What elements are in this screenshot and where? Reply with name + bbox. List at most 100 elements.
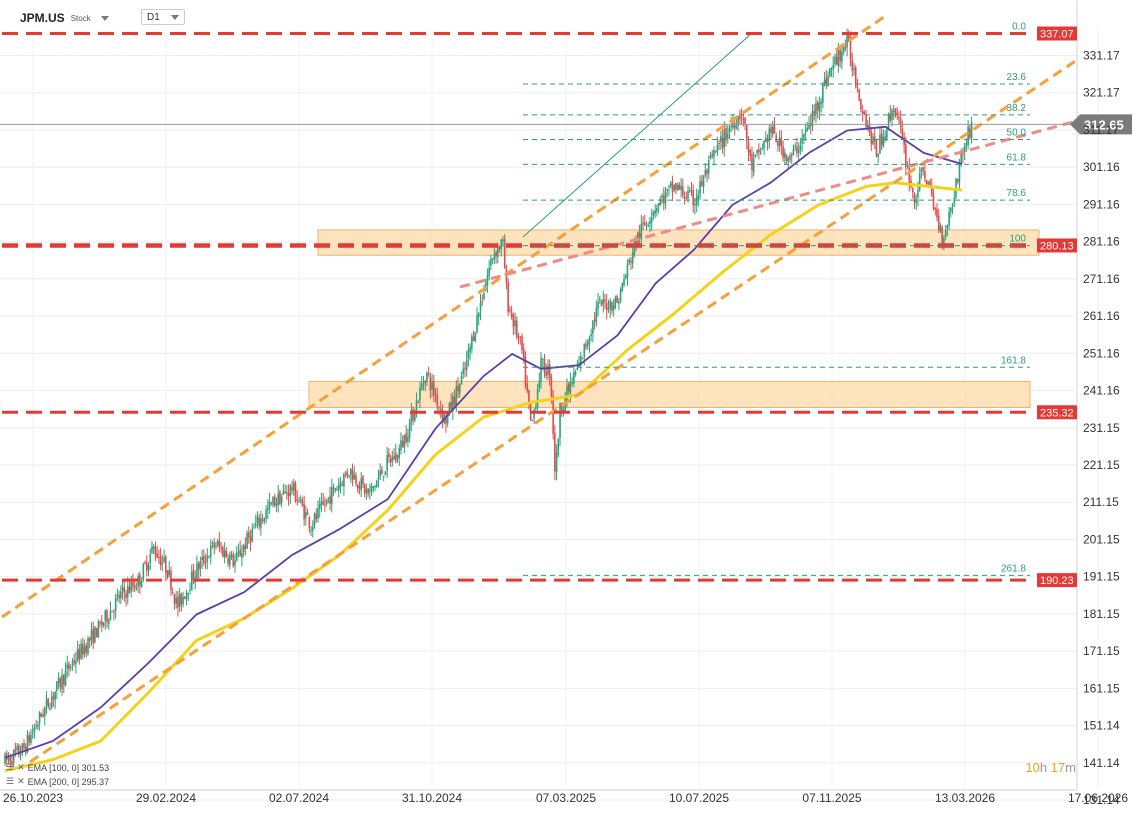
candle-body [101,621,103,626]
y-tick-label: 231.15 [1083,421,1120,435]
x-tick-label: 26.10.2023 [3,791,63,805]
candle-body [45,699,48,706]
candle-body [363,484,366,494]
candle-body [849,39,852,60]
candle-body [804,130,807,134]
candle-body [879,135,881,154]
candle-body [500,239,503,249]
candle-body [908,165,911,184]
candle-body [827,75,829,87]
candle-body [808,123,810,129]
symbol-label[interactable]: JPM.US [20,11,65,25]
candle-body [834,56,836,64]
candle-body [9,757,11,763]
candle-body [427,372,430,375]
candle-body [593,319,596,321]
candle-body [239,549,241,557]
chevron-down-icon [171,14,179,20]
candle-body [486,275,489,285]
instrument-type: Stock [70,13,91,23]
candle-body [151,546,153,553]
candle-body [173,594,176,604]
candle-body [507,282,509,312]
candle-body [35,726,37,728]
candle-body [30,734,32,743]
candle-body [911,188,914,193]
candle-body [725,127,727,141]
candle-body [273,496,276,507]
candle-body [522,348,525,358]
candle-body [789,155,791,160]
x-tick-label: 13.03.2026 [935,791,995,805]
candle-body [33,728,36,733]
candle-body [76,649,79,661]
candle-body [839,50,841,61]
candle-body [218,540,221,547]
price-zone [308,380,1031,408]
candle-body [37,724,39,727]
candle-body [50,697,53,708]
candle-body [56,681,58,691]
candle-body [142,564,145,581]
candle-body [669,183,672,186]
candle-body [934,208,937,210]
candle-body [417,402,420,404]
candle-body [107,620,110,624]
candle-body [310,529,312,531]
candle-body [362,476,364,485]
candle-body [228,555,231,566]
candle-body [412,408,414,421]
candle-body [313,513,316,527]
candle-body [462,368,465,375]
candle-body [535,406,537,409]
candle-body [872,136,874,145]
candle-body [905,144,907,167]
candle-body [458,383,461,394]
chevron-down-icon[interactable] [100,15,109,21]
candle-body [419,387,421,401]
close-icon[interactable]: ✕ [17,762,25,772]
candle-body [49,708,51,710]
candle-body [915,199,918,203]
candle-body [832,65,835,70]
legend-ema100[interactable]: ☰ ✕ EMA [100, 0] 301.53 [6,762,109,773]
candle-body [171,592,174,594]
candle-body [675,183,677,190]
candle-body [842,46,845,53]
candle-body [268,501,271,508]
candle-body [106,610,108,623]
legend-ema200[interactable]: ☰ ✕ EMA [200, 0] 295.37 [6,776,109,787]
candle-body [481,301,484,303]
candle-body [711,154,714,156]
candle-body [538,381,541,389]
fib-level-label: 78.6 [1007,188,1027,199]
candle-body [82,643,84,655]
candle-body [299,499,302,502]
candle-body [560,402,563,414]
candle-body [407,436,409,442]
candle-body [147,564,150,570]
candle-body [747,142,750,153]
candle-body [465,359,468,371]
candle-body [801,137,803,144]
candle-body [260,518,262,528]
close-icon[interactable]: ✕ [17,776,25,786]
candle-body [830,68,833,70]
candle-body [965,143,968,146]
candle-body [113,611,115,613]
candle-body [873,136,876,142]
settings-icon[interactable]: ☰ [6,776,15,786]
candle-body [887,114,890,130]
candle-body [490,259,492,266]
candle-body [88,637,91,642]
settings-icon[interactable]: ☰ [6,762,15,772]
candle-body [898,116,900,120]
candle-body [785,154,788,161]
candle-body [941,227,943,245]
candle-body [95,628,98,638]
candle-body [803,133,805,139]
timeframe-select[interactable]: D1 [141,9,185,25]
candle-body [690,190,693,192]
candle-body [631,253,634,264]
